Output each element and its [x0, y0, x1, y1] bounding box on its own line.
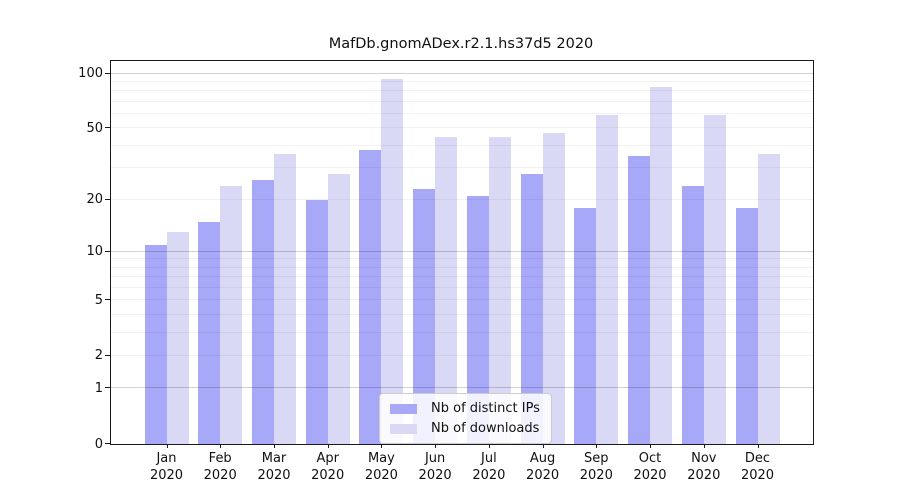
x-axis-tick-label-dec: Dec 2020 [740, 451, 775, 483]
y-axis-tick-label-20: 20 [86, 192, 103, 208]
x-axis-tick-label-mar: Mar 2020 [257, 451, 291, 483]
y-axis-tick-100 [105, 72, 110, 74]
gridline-minor-20 [111, 198, 813, 200]
gridline-minor-7 [111, 276, 813, 278]
y-axis-tick-0 [105, 443, 110, 444]
x-axis-tick-jul [488, 444, 490, 448]
gridline-minor-50 [111, 127, 813, 129]
x-axis-tick-apr [327, 444, 329, 448]
ips-bar-oct [628, 156, 651, 444]
gridline-minor-30 [111, 167, 813, 169]
y-axis-tick-2 [105, 354, 110, 356]
x-axis-tick-label-jun: Jun 2020 [418, 451, 452, 483]
ips-bar-dec [735, 207, 758, 444]
downloads-bar-jul [488, 136, 511, 444]
legend-label-distinct-ips: Nb of distinct IPs [431, 401, 540, 416]
x-axis-tick-label-apr: Apr 2020 [311, 451, 345, 483]
y-axis-tick-1 [105, 387, 110, 389]
x-axis-tick-mar [274, 444, 275, 448]
x-axis-tick-sep [596, 444, 598, 448]
legend: Nb of distinct IPs Nb of downloads [379, 393, 552, 444]
gridline-major-100 [111, 72, 813, 74]
x-axis-tick-jan [166, 444, 168, 448]
downloads-bar-sep [596, 115, 619, 444]
x-axis-tick-label-may: May 2020 [364, 451, 398, 483]
downloads-bar-nov [703, 115, 726, 444]
ips-bar-jun [413, 188, 436, 444]
gridline-minor-6 [111, 286, 813, 288]
y-axis-tick-50 [105, 127, 110, 129]
gridline-minor-2 [111, 354, 813, 356]
x-axis-tick-label-aug: Aug 2020 [526, 451, 560, 483]
grid-layer [111, 61, 813, 444]
ips-bar-may [359, 150, 382, 444]
x-axis-tick-label-nov: Nov 2020 [687, 451, 721, 483]
ips-bar-feb [198, 221, 221, 444]
x-axis-tick-nov [703, 444, 705, 448]
plot-area: 0 1 2 5 10 20 50 100 Jan 2020 Feb 2020 Mar 2020 Apr 202… [78, 60, 814, 483]
ips-bar-aug [520, 173, 543, 444]
y-axis-tick-label-1: 1 [94, 380, 103, 396]
ips-bar-sep [574, 207, 597, 444]
x-axis-tick-oct [650, 444, 651, 448]
chart-title: MafDb.gnomADex.r2.1.hs37d5 2020 [328, 36, 594, 52]
x-axis-tick-jun [435, 444, 437, 448]
x-axis-tick-aug [542, 444, 544, 448]
downloads-bar-jan [166, 232, 189, 444]
gridline-minor-80 [111, 90, 813, 92]
y-axis-tick-label-100: 100 [78, 66, 103, 82]
x-axis-tick-dec [757, 444, 759, 448]
y-axis-tick-label-5: 5 [94, 292, 103, 308]
gridline-major-1 [111, 387, 813, 389]
gridline-minor-70 [111, 100, 813, 102]
x-axis-tick-label-feb: Feb 2020 [203, 451, 237, 483]
gridline-minor-9 [111, 258, 813, 260]
downloads-bar-oct [650, 86, 673, 444]
y-axis-tick-label-50: 50 [86, 120, 103, 136]
ips-bar-jan [144, 244, 167, 444]
axis-layer: 0 1 2 5 10 20 50 100 Jan 2020 Feb 2020 Mar 2020 Apr 202… [78, 61, 813, 482]
downloads-bar-dec [757, 154, 780, 444]
gridline-minor-60 [111, 113, 813, 115]
y-axis-tick-label-0: 0 [94, 436, 103, 452]
bars-layer [111, 61, 813, 444]
gridline-minor-8 [111, 266, 813, 268]
y-axis-tick-10 [105, 250, 110, 252]
gridline-minor-90 [111, 81, 813, 82]
gridline-major-10 [111, 250, 813, 252]
legend-swatch-distinct-ips [390, 403, 417, 414]
gridline-minor-3 [111, 331, 813, 333]
y-axis-tick-label-10: 10 [86, 244, 103, 260]
ips-bar-nov [681, 185, 704, 444]
legend-label-downloads: Nb of downloads [431, 421, 540, 436]
x-axis-tick-label-oct: Oct 2020 [633, 451, 667, 483]
x-axis-tick-may [381, 444, 383, 448]
y-axis-tick-20 [105, 198, 110, 200]
x-axis-tick-feb [220, 444, 222, 448]
y-axis-tick-5 [105, 299, 110, 301]
x-axis-tick-label-sep: Sep 2020 [579, 451, 613, 483]
downloads-bar-mar [273, 154, 296, 444]
legend-row-downloads: Nb of downloads [390, 421, 540, 436]
gridline-minor-40 [111, 145, 813, 146]
ips-bar-jul [466, 195, 489, 444]
gridline-minor-4 [111, 313, 813, 315]
downloads-bar-apr [327, 173, 350, 444]
legend-row-distinct-ips: Nb of distinct IPs [390, 401, 540, 416]
legend-swatch-downloads [390, 423, 417, 434]
gridline-minor-5 [111, 299, 813, 301]
downloads-bar-jun [435, 136, 458, 444]
ips-bar-apr [305, 199, 328, 444]
y-axis-tick-label-2: 2 [94, 348, 103, 364]
ips-bar-mar [251, 179, 274, 444]
downloads-bar-aug [542, 133, 565, 444]
x-axis-tick-label-jan: Jan 2020 [149, 451, 184, 483]
downloads-bar-may [381, 78, 404, 444]
x-axis-tick-label-jul: Jul 2020 [472, 451, 506, 483]
downloads-bar-feb [220, 185, 243, 444]
